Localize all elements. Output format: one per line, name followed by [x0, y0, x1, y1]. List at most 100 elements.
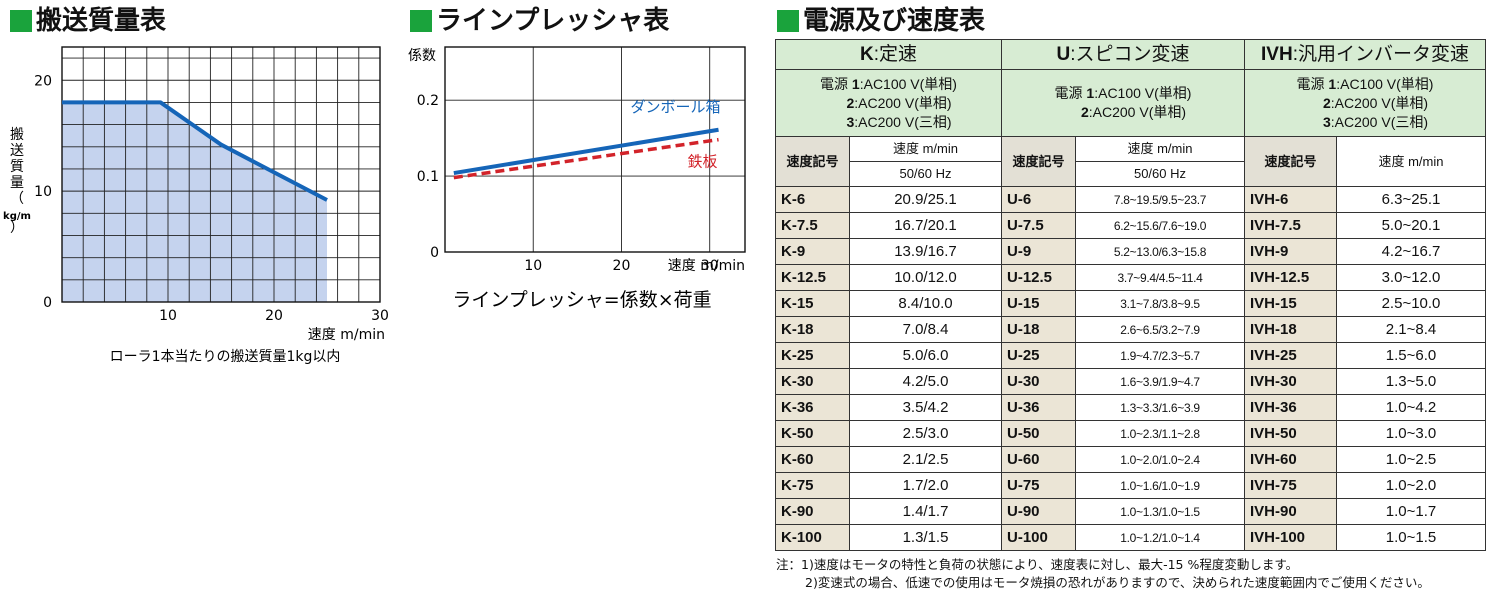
transport-y-ticks: 0 10 20: [34, 73, 52, 311]
table-row: K-18 7.0/8.4 U-18 2.6~6.5/3.2~7.9 IVH-18 2.1~…: [775, 316, 1486, 343]
speed-code-cell: K-60: [775, 446, 850, 473]
speed-code-cell: U-6: [1001, 186, 1076, 213]
table-row: K-15 8.4/10.0 U-15 3.1~7.8/3.8~9.5 IVH-15 2.5…: [775, 290, 1486, 317]
transport-heading-text: 搬送質量表: [36, 6, 167, 36]
speed-value-cell: 16.7/20.1: [849, 212, 1002, 239]
note-2: 2)変速式の場合、低速での使用はモータ焼損の恐れがありますので、決められた速度範…: [805, 575, 1430, 590]
speed-value-cell: 1.3~3.3/1.6~3.9: [1075, 394, 1245, 421]
speed-code-cell: U-75: [1001, 472, 1076, 499]
speed-code-cell: K-6: [775, 186, 850, 213]
y-label-char: 質: [10, 159, 24, 175]
transport-grid: [62, 47, 380, 302]
table-row: K-25 5.0/6.0 U-25 1.9~4.7/2.3~5.7 IVH-25 1.5~…: [775, 342, 1486, 369]
speed-value-cell: 7.0/8.4: [849, 316, 1002, 343]
header-code-u: 速度記号: [1001, 136, 1076, 187]
speed-table: K:定速 U:スピコン変速 IVH:汎用インバータ変速 電源 1:AC100 V…: [775, 39, 1486, 551]
speed-value-cell: 20.9/25.1: [849, 186, 1002, 213]
transport-mass-line: [62, 100, 328, 202]
table-row: K-60 2.1/2.5 U-60 1.0~2.0/1.0~2.4 IVH-60 1.0~…: [775, 446, 1486, 473]
speed-heading-text: 電源及び速度表: [803, 6, 986, 36]
speed-code-cell: U-9: [1001, 238, 1076, 265]
y-label-char: kg/m: [3, 211, 31, 222]
table-group-row: K:定速 U:スピコン変速 IVH:汎用インバータ変速: [775, 39, 1486, 70]
table-row: K-36 3.5/4.2 U-36 1.3~3.3/1.6~3.9 IVH-36 1.0~…: [775, 394, 1486, 421]
transport-x-ticks: 10 20 30: [159, 308, 389, 324]
speed-code-cell: K-36: [775, 394, 850, 421]
y-tick-label: 20: [34, 73, 52, 89]
speed-value-cell: 1.0~1.6/1.0~1.9: [1075, 472, 1245, 499]
y-label-char: （: [10, 191, 24, 207]
table-row: K-100 1.3/1.5 U-100 1.0~1.2/1.0~1.4 IVH-100 1…: [775, 524, 1486, 551]
pressure-plot-frame: [444, 46, 746, 253]
speed-code-cell: IVH-12.5: [1244, 264, 1337, 291]
table-row: K-90 1.4/1.7 U-90 1.0~1.3/1.0~1.5 IVH-90 1.0~…: [775, 498, 1486, 525]
speed-value-cell: 1.0~2.5: [1336, 446, 1486, 473]
pressure-heading-text: ラインプレッシャ表: [436, 6, 670, 36]
pressure-formula: ラインプレッシャ=係数×荷重: [452, 289, 711, 311]
power-u: 電源 1:AC100 V(単相) 2:AC200 V(単相): [1001, 69, 1245, 137]
speed-code-cell: IVH-9: [1244, 238, 1337, 265]
table-row: K-12.5 10.0/12.0 U-12.5 3.7~9.4/4.5~11.4 IVH…: [775, 264, 1486, 291]
speed-code-cell: K-7.5: [775, 212, 850, 239]
header-hz-u: 50/60 Hz: [1075, 161, 1245, 187]
transport-heading: 搬送質量表: [10, 8, 166, 34]
speed-code-cell: U-50: [1001, 420, 1076, 447]
y-label-char: 搬: [10, 127, 24, 143]
speed-value-cell: 2.5~10.0: [1336, 290, 1486, 317]
transport-mass-chart: 10 20 30 0 10 20 搬送質量（ kg/m） 速度 m/min ローラ1本当た…: [3, 46, 389, 365]
speed-code-cell: IVH-50: [1244, 420, 1337, 447]
power-ivh: 電源 1:AC100 V(単相) 2:AC200 V(単相) 3:AC200 V…: [1244, 69, 1486, 137]
speed-code-cell: IVH-6: [1244, 186, 1337, 213]
speed-value-cell: 7.8~19.5/9.5~23.7: [1075, 186, 1245, 213]
speed-value-cell: 2.6~6.5/3.2~7.9: [1075, 316, 1245, 343]
y-tick-label: 0: [43, 295, 52, 311]
speed-code-cell: U-60: [1001, 446, 1076, 473]
speed-value-cell: 1.5~6.0: [1336, 342, 1486, 369]
speed-code-cell: K-90: [775, 498, 850, 525]
speed-code-cell: IVH-60: [1244, 446, 1337, 473]
speed-code-cell: IVH-18: [1244, 316, 1337, 343]
speed-value-cell: 8.4/10.0: [849, 290, 1002, 317]
speed-code-cell: IVH-7.5: [1244, 212, 1337, 239]
transport-y-label: 搬送質量（ kg/m）: [3, 127, 31, 236]
speed-value-cell: 6.2~15.6/7.6~19.0: [1075, 212, 1245, 239]
y-label-char: 量: [10, 175, 24, 191]
table-row: K-6 20.9/25.1 U-6 7.8~19.5/9.5~23.7 IVH-6 6.3…: [775, 186, 1486, 213]
y-tick-label: 0.1: [417, 169, 439, 185]
speed-code-cell: IVH-15: [1244, 290, 1337, 317]
cardboard-label: ダンボール箱: [631, 98, 721, 116]
speed-value-cell: 5.2~13.0/6.3~15.8: [1075, 238, 1245, 265]
speed-value-cell: 4.2/5.0: [849, 368, 1002, 395]
speed-code-cell: IVH-75: [1244, 472, 1337, 499]
transport-plot-frame: [61, 46, 381, 303]
power-k: 電源 1:AC100 V(単相) 2:AC200 V(単相) 3:AC200 V…: [775, 69, 1002, 137]
header-speed-k: 速度 m/min: [849, 136, 1002, 162]
speed-code-cell: K-12.5: [775, 264, 850, 291]
speed-code-cell: K-25: [775, 342, 850, 369]
speed-value-cell: 1.3/1.5: [849, 524, 1002, 551]
speed-value-cell: 1.0~1.5: [1336, 524, 1486, 551]
speed-value-cell: 1.3~5.0: [1336, 368, 1486, 395]
pressure-heading: ラインプレッシャ表: [410, 8, 669, 34]
header-code-ivh: 速度記号: [1244, 136, 1337, 187]
steel-label: 鉄板: [688, 153, 718, 171]
y-label-char: ）: [10, 220, 24, 236]
speed-value-cell: 1.0~2.0/1.0~2.4: [1075, 446, 1245, 473]
speed-code-cell: IVH-25: [1244, 342, 1337, 369]
speed-value-cell: 1.0~1.2/1.0~1.4: [1075, 524, 1245, 551]
pressure-x-label: 速度 m/min: [668, 258, 745, 274]
speed-code-cell: IVH-90: [1244, 498, 1337, 525]
table-header-row: 速度記号 速度 m/min 速度記号 速度 m/min 速度記号 速度 m/mi…: [775, 136, 1486, 187]
table-row: K-30 4.2/5.0 U-30 1.6~3.9/1.9~4.7 IVH-30 1.3~…: [775, 368, 1486, 395]
speed-code-cell: U-12.5: [1001, 264, 1076, 291]
speed-value-cell: 1.4/1.7: [849, 498, 1002, 525]
steel-line: [453, 137, 719, 180]
speed-code-cell: K-75: [775, 472, 850, 499]
speed-code-cell: K-50: [775, 420, 850, 447]
x-tick-label: 20: [613, 258, 631, 274]
table-notes: 注：1)速度はモータの特性と負荷の状態により、速度表に対し、最大-15 %程度変…: [776, 556, 1430, 592]
speed-code-cell: IVH-36: [1244, 394, 1337, 421]
y-tick-label: 0: [430, 245, 439, 261]
